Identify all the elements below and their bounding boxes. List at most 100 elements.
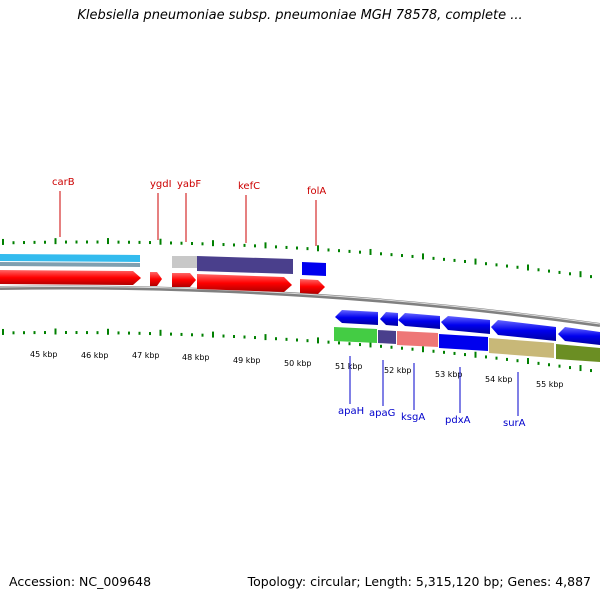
- feature-olive-bar[interactable]: [556, 344, 600, 362]
- tick-mark: [579, 271, 582, 278]
- gene-label-yabF[interactable]: yabF: [177, 179, 201, 190]
- cds-apaH[interactable]: [335, 310, 378, 325]
- tick-mark: [558, 364, 561, 368]
- tick-mark: [138, 240, 141, 244]
- gene-label-ygdI[interactable]: ygdI: [150, 179, 172, 190]
- tick-mark: [296, 338, 298, 342]
- genome-backbone: [0, 285, 600, 327]
- gene-label-surA[interactable]: surA: [503, 418, 526, 429]
- tick-label: 47 kbp: [132, 351, 160, 360]
- tick-mark: [212, 331, 214, 338]
- tick-mark: [453, 351, 456, 355]
- tick-mark: [243, 335, 246, 339]
- feature-khaki-bar[interactable]: [489, 338, 554, 358]
- tick-mark: [369, 341, 372, 348]
- feature-lavender-bar[interactable]: [197, 256, 293, 274]
- tick-mark: [590, 369, 592, 373]
- tick-mark: [191, 242, 193, 246]
- feature-cyan-bar[interactable]: [0, 254, 140, 262]
- cds-apaG[interactable]: [380, 312, 398, 326]
- feature-green-bar[interactable]: [334, 327, 377, 343]
- tick-mark: [128, 331, 130, 335]
- cds-surA[interactable]: [491, 320, 556, 341]
- tick-mark: [590, 275, 592, 279]
- feature-lavender-bar-2[interactable]: [378, 330, 396, 344]
- tick-mark: [107, 328, 109, 335]
- tick-mark: [2, 328, 4, 335]
- genome-summary-text: Topology: circular; Length: 5,315,120 bp…: [247, 574, 591, 589]
- tick-label: 52 kbp: [384, 366, 412, 375]
- gene-label-carB[interactable]: carB: [52, 177, 75, 188]
- cds-folA[interactable]: [300, 279, 325, 294]
- accession-text: Accession: NC_009648: [9, 574, 152, 589]
- tick-mark: [128, 240, 130, 244]
- tick-mark: [516, 265, 519, 269]
- tick-mark: [264, 334, 267, 341]
- tick-mark: [380, 252, 382, 256]
- tick-mark: [233, 243, 235, 247]
- tick-mark: [348, 342, 351, 346]
- tick-mark: [411, 347, 414, 351]
- tick-mark: [401, 254, 403, 258]
- tick-label: 46 kbp: [81, 351, 109, 360]
- tick-mark: [306, 339, 309, 343]
- tick-mark: [149, 332, 151, 336]
- tick-mark: [422, 253, 424, 260]
- gene-label-apaH[interactable]: apaH: [338, 406, 364, 417]
- tick-mark: [243, 243, 246, 247]
- tick-mark: [12, 331, 15, 335]
- tick-mark: [464, 353, 466, 357]
- feature-blue-bar[interactable]: [302, 262, 326, 276]
- tick-mark: [222, 334, 225, 338]
- tick-mark: [317, 245, 319, 252]
- cds-yabF[interactable]: [172, 273, 196, 287]
- tick-label: 53 kbp: [435, 370, 463, 379]
- backbone-highlight: [0, 285, 600, 325]
- gene-label-kefC[interactable]: kefC: [238, 181, 260, 192]
- gene-label-ksgA[interactable]: ksgA: [401, 412, 425, 423]
- tick-mark: [149, 241, 151, 245]
- cds-next[interactable]: [558, 327, 600, 345]
- cds-pdxA[interactable]: [441, 316, 490, 334]
- tick-mark: [117, 331, 120, 335]
- tick-mark: [495, 356, 498, 360]
- tick-mark: [107, 238, 109, 245]
- tick-mark: [338, 249, 340, 253]
- reverse-gene-labels: apaH apaG ksgA pdxA surA: [338, 356, 526, 429]
- tick-mark: [138, 331, 141, 335]
- tick-mark: [443, 350, 445, 354]
- tick-mark: [86, 331, 88, 335]
- tick-label: 50 kbp: [284, 359, 312, 368]
- tick-mark: [170, 332, 172, 336]
- tick-mark: [390, 253, 393, 257]
- gene-label-apaG[interactable]: apaG: [369, 408, 395, 419]
- gene-label-pdxA[interactable]: pdxA: [445, 415, 471, 426]
- tick-mark: [2, 238, 4, 245]
- tick-mark: [464, 259, 466, 263]
- feature-blue-bar-2[interactable]: [439, 334, 488, 351]
- tick-mark: [212, 240, 214, 247]
- tick-mark: [348, 249, 351, 253]
- tick-mark: [180, 332, 183, 336]
- feature-pink-bar[interactable]: [397, 331, 438, 347]
- tick-mark: [548, 269, 550, 273]
- tick-mark: [401, 346, 403, 350]
- tick-mark: [411, 254, 414, 258]
- tick-mark: [327, 340, 330, 344]
- tick-mark: [516, 359, 519, 363]
- reverse-cds-track: [335, 310, 600, 345]
- feature-cyan-bar-lower[interactable]: [0, 262, 140, 267]
- tick-mark: [33, 331, 36, 335]
- cds-ksgA[interactable]: [398, 313, 440, 329]
- cds-ygdI[interactable]: [150, 272, 162, 286]
- cds-carB[interactable]: [0, 270, 141, 285]
- gene-label-folA[interactable]: folA: [307, 186, 326, 197]
- cds-kefC[interactable]: [197, 274, 292, 292]
- feature-grey-bar[interactable]: [172, 256, 197, 268]
- tick-mark: [275, 245, 277, 249]
- tick-mark: [527, 358, 529, 365]
- tick-label: 54 kbp: [485, 375, 513, 384]
- tick-mark: [233, 335, 235, 339]
